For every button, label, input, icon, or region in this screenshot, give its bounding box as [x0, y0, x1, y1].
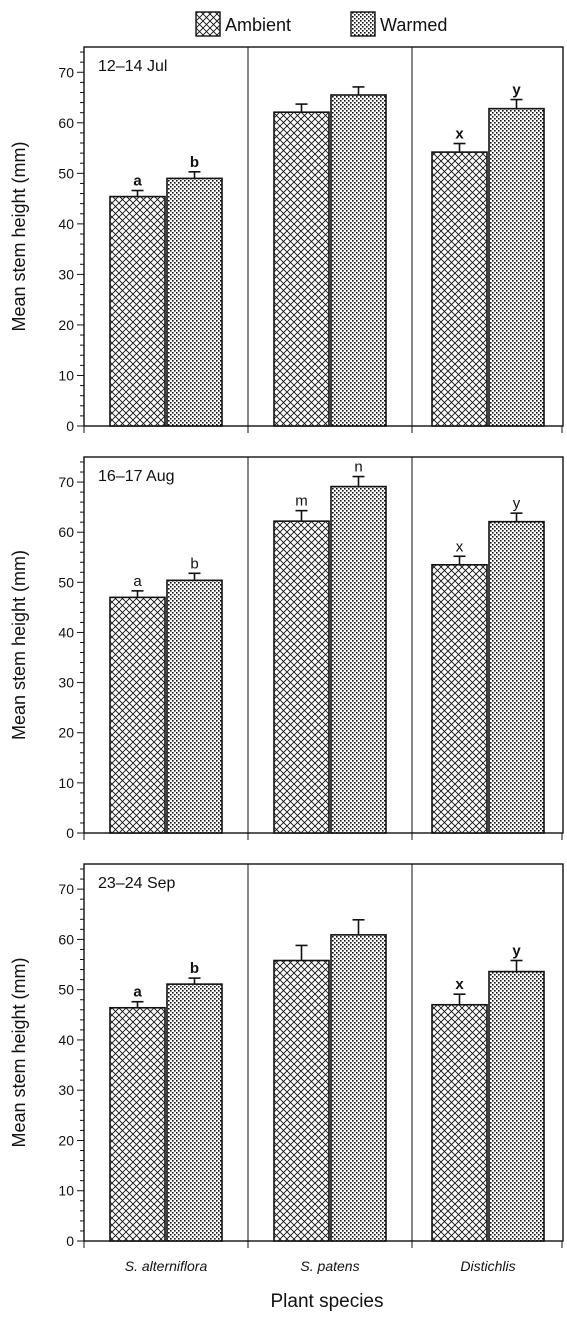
bar-ambient-2 [273, 959, 330, 1242]
y-axis-title: Mean stem height (mm) [9, 550, 29, 740]
y-tick-label: 60 [58, 524, 74, 540]
bar-warmed-2 [330, 934, 387, 1242]
y-tick-label: 40 [58, 624, 74, 640]
significance-letter: x [456, 538, 464, 555]
bar-ambient-1 [109, 1006, 166, 1242]
y-axis-title: Mean stem height (mm) [9, 957, 29, 1147]
bar-warmed-2 [330, 94, 387, 427]
legend-label-ambient: Ambient [225, 15, 291, 35]
significance-letter: n [354, 459, 362, 476]
y-tick-label: 50 [58, 574, 74, 590]
bar-warmed-3 [488, 970, 545, 1242]
chart-panel-1: 0 10 20 30 40 50 60 70 Mean stem height (mm) 12–1… [9, 46, 564, 434]
legend-swatch-warmed [350, 11, 376, 37]
legend-swatch-ambient [195, 11, 221, 37]
significance-letter: x [455, 976, 464, 993]
bar-ambient-1 [109, 195, 166, 427]
bar-warmed-1 [166, 177, 223, 427]
y-tick-label: 40 [58, 216, 74, 232]
y-tick-label: 30 [58, 266, 74, 282]
bar-warmed-1 [166, 983, 223, 1242]
significance-letter: a [133, 173, 142, 190]
significance-letter: a [133, 573, 142, 590]
bar-ambient-1 [109, 596, 166, 834]
bar-warmed-2 [330, 485, 387, 834]
chart-panel-3: 0 10 20 30 40 50 60 70 Mean stem height (mm) 23–2… [9, 863, 564, 1274]
y-tick-label: 70 [58, 881, 74, 897]
y-tick-label: 0 [66, 1233, 74, 1249]
bar-warmed-1 [166, 579, 223, 834]
y-tick-label: 60 [58, 931, 74, 947]
category-label: Distichlis [460, 1258, 515, 1274]
y-tick-label: 20 [58, 317, 74, 333]
significance-letter: x [455, 126, 464, 143]
panel-date-title: 16–17 Aug [98, 468, 175, 485]
bar-ambient-3 [431, 1003, 488, 1242]
y-tick-label: 10 [58, 1183, 74, 1199]
bar-warmed-3 [488, 107, 545, 427]
chart-panel-2: 0 10 20 30 40 50 60 70 Mean stem height (mm) 16–1… [9, 456, 564, 841]
category-label: S. alterniflora [125, 1258, 208, 1274]
bar-ambient-2 [273, 111, 330, 427]
x-axis-title: Plant species [270, 1291, 383, 1312]
y-tick-label: 70 [58, 474, 74, 490]
y-tick-label: 0 [66, 825, 74, 841]
category-label: S. patens [300, 1258, 359, 1274]
y-tick-label: 10 [58, 775, 74, 791]
bar-warmed-3 [488, 520, 545, 834]
y-tick-label: 10 [58, 367, 74, 383]
y-tick-label: 60 [58, 115, 74, 131]
significance-letter: b [190, 960, 199, 977]
bar-ambient-3 [431, 563, 488, 834]
panel-date-title: 23–24 Sep [98, 875, 176, 892]
significance-letter: y [513, 495, 521, 512]
significance-letter: y [512, 943, 521, 960]
significance-letter: m [295, 493, 308, 510]
y-tick-label: 50 [58, 165, 74, 181]
y-axis-title: Mean stem height (mm) [9, 141, 29, 331]
legend: Ambient Warmed [195, 11, 447, 37]
significance-letter: b [190, 555, 198, 572]
significance-letter: y [512, 82, 521, 99]
y-tick-label: 30 [58, 1082, 74, 1098]
bar-ambient-2 [273, 520, 330, 834]
y-tick-label: 40 [58, 1032, 74, 1048]
bar-ambient-3 [431, 151, 488, 427]
y-tick-label: 20 [58, 1132, 74, 1148]
y-tick-label: 30 [58, 675, 74, 691]
y-tick-label: 70 [58, 64, 74, 80]
panel-date-title: 12–14 Jul [98, 58, 167, 75]
legend-label-warmed: Warmed [380, 15, 447, 35]
y-tick-label: 50 [58, 982, 74, 998]
y-tick-label: 0 [66, 418, 74, 434]
significance-letter: a [133, 984, 142, 1001]
significance-letter: b [190, 154, 199, 171]
y-tick-label: 20 [58, 725, 74, 741]
